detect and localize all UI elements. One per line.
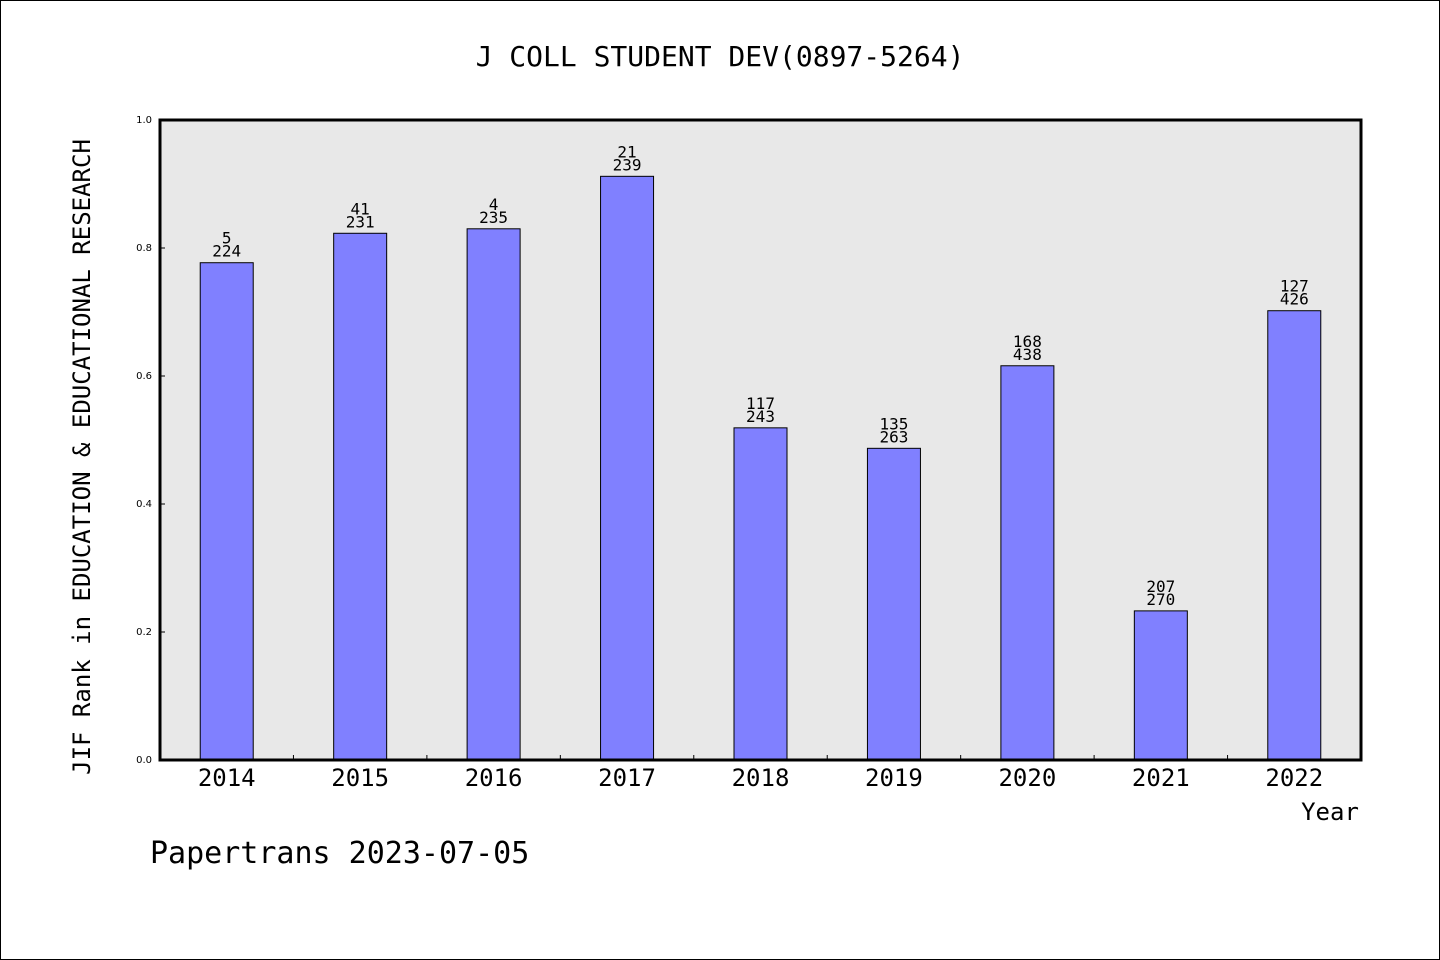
bar-2016 — [466, 228, 521, 761]
bar-2022 — [1267, 310, 1322, 761]
bar-rank-label-2016: 4 — [489, 195, 499, 214]
bar-total-label-2021: 270 — [1146, 590, 1175, 609]
y-tick-label-0.6: 0.6 — [136, 371, 152, 382]
x-tick-label-2015: 2015 — [331, 764, 389, 792]
bar-total-label-2022: 426 — [1280, 290, 1309, 309]
x-axis-label: Year — [1301, 798, 1359, 826]
x-tick-label-2022: 2022 — [1265, 764, 1323, 792]
x-tick-label-2014: 2014 — [198, 764, 256, 792]
bar-total-label-2017: 239 — [613, 155, 642, 174]
x-tick-label-2016: 2016 — [465, 764, 523, 792]
y-tick-label-1.0: 1.0 — [136, 115, 152, 126]
bar-2020 — [1000, 365, 1055, 761]
x-tick-label-2018: 2018 — [732, 764, 790, 792]
x-tick-label-2020: 2020 — [998, 764, 1056, 792]
bar-total-label-2015: 231 — [346, 212, 375, 231]
x-tick-label-2021: 2021 — [1132, 764, 1190, 792]
bar-2018 — [733, 427, 788, 761]
x-axis: 2014 2015 2016 2017 2018 2019 2020 2021 2022 — [198, 755, 1323, 792]
bar-rank-label-2022: 127 — [1280, 277, 1309, 296]
bar-rank-label-2019: 135 — [879, 414, 908, 433]
bar-2014 — [199, 262, 254, 761]
plot-border — [158, 118, 1363, 762]
bar-total-label-2014: 224 — [212, 242, 241, 261]
y-tick-label-0.2: 0.2 — [136, 627, 152, 638]
x-tick-label-2017: 2017 — [598, 764, 656, 792]
bar-2015 — [333, 232, 388, 761]
bar-total-label-2020: 438 — [1013, 345, 1042, 364]
bar-rank-label-2014: 5 — [222, 229, 232, 248]
footer-credit: Papertrans 2023-07-05 — [150, 836, 529, 871]
bar-2019 — [866, 447, 921, 761]
bar-2017 — [600, 175, 655, 761]
y-tick-label-0.0: 0.0 — [136, 755, 152, 766]
bar-2021 — [1133, 610, 1188, 761]
y-tick-label-0.4: 0.4 — [136, 499, 152, 510]
bar-rank-label-2018: 117 — [746, 394, 775, 413]
bar-rank-label-2017: 21 — [617, 142, 636, 161]
bar-rank-label-2020: 168 — [1013, 332, 1042, 351]
y-tick-label-0.8: 0.8 — [136, 243, 152, 254]
x-tick-label-2019: 2019 — [865, 764, 923, 792]
chart-title: J COLL STUDENT DEV(0897-5264) — [476, 40, 965, 73]
bars-group — [199, 175, 1322, 761]
bar-rank-label-2021: 207 — [1146, 577, 1175, 596]
bar-total-label-2018: 243 — [746, 407, 775, 426]
y-axis-label: JIF Rank in EDUCATION & EDUCATIONAL RESE… — [68, 139, 96, 775]
bar-rank-label-2015: 41 — [351, 199, 370, 218]
bar-total-label-2016: 235 — [479, 208, 508, 227]
bar-total-label-2019: 263 — [879, 427, 908, 446]
